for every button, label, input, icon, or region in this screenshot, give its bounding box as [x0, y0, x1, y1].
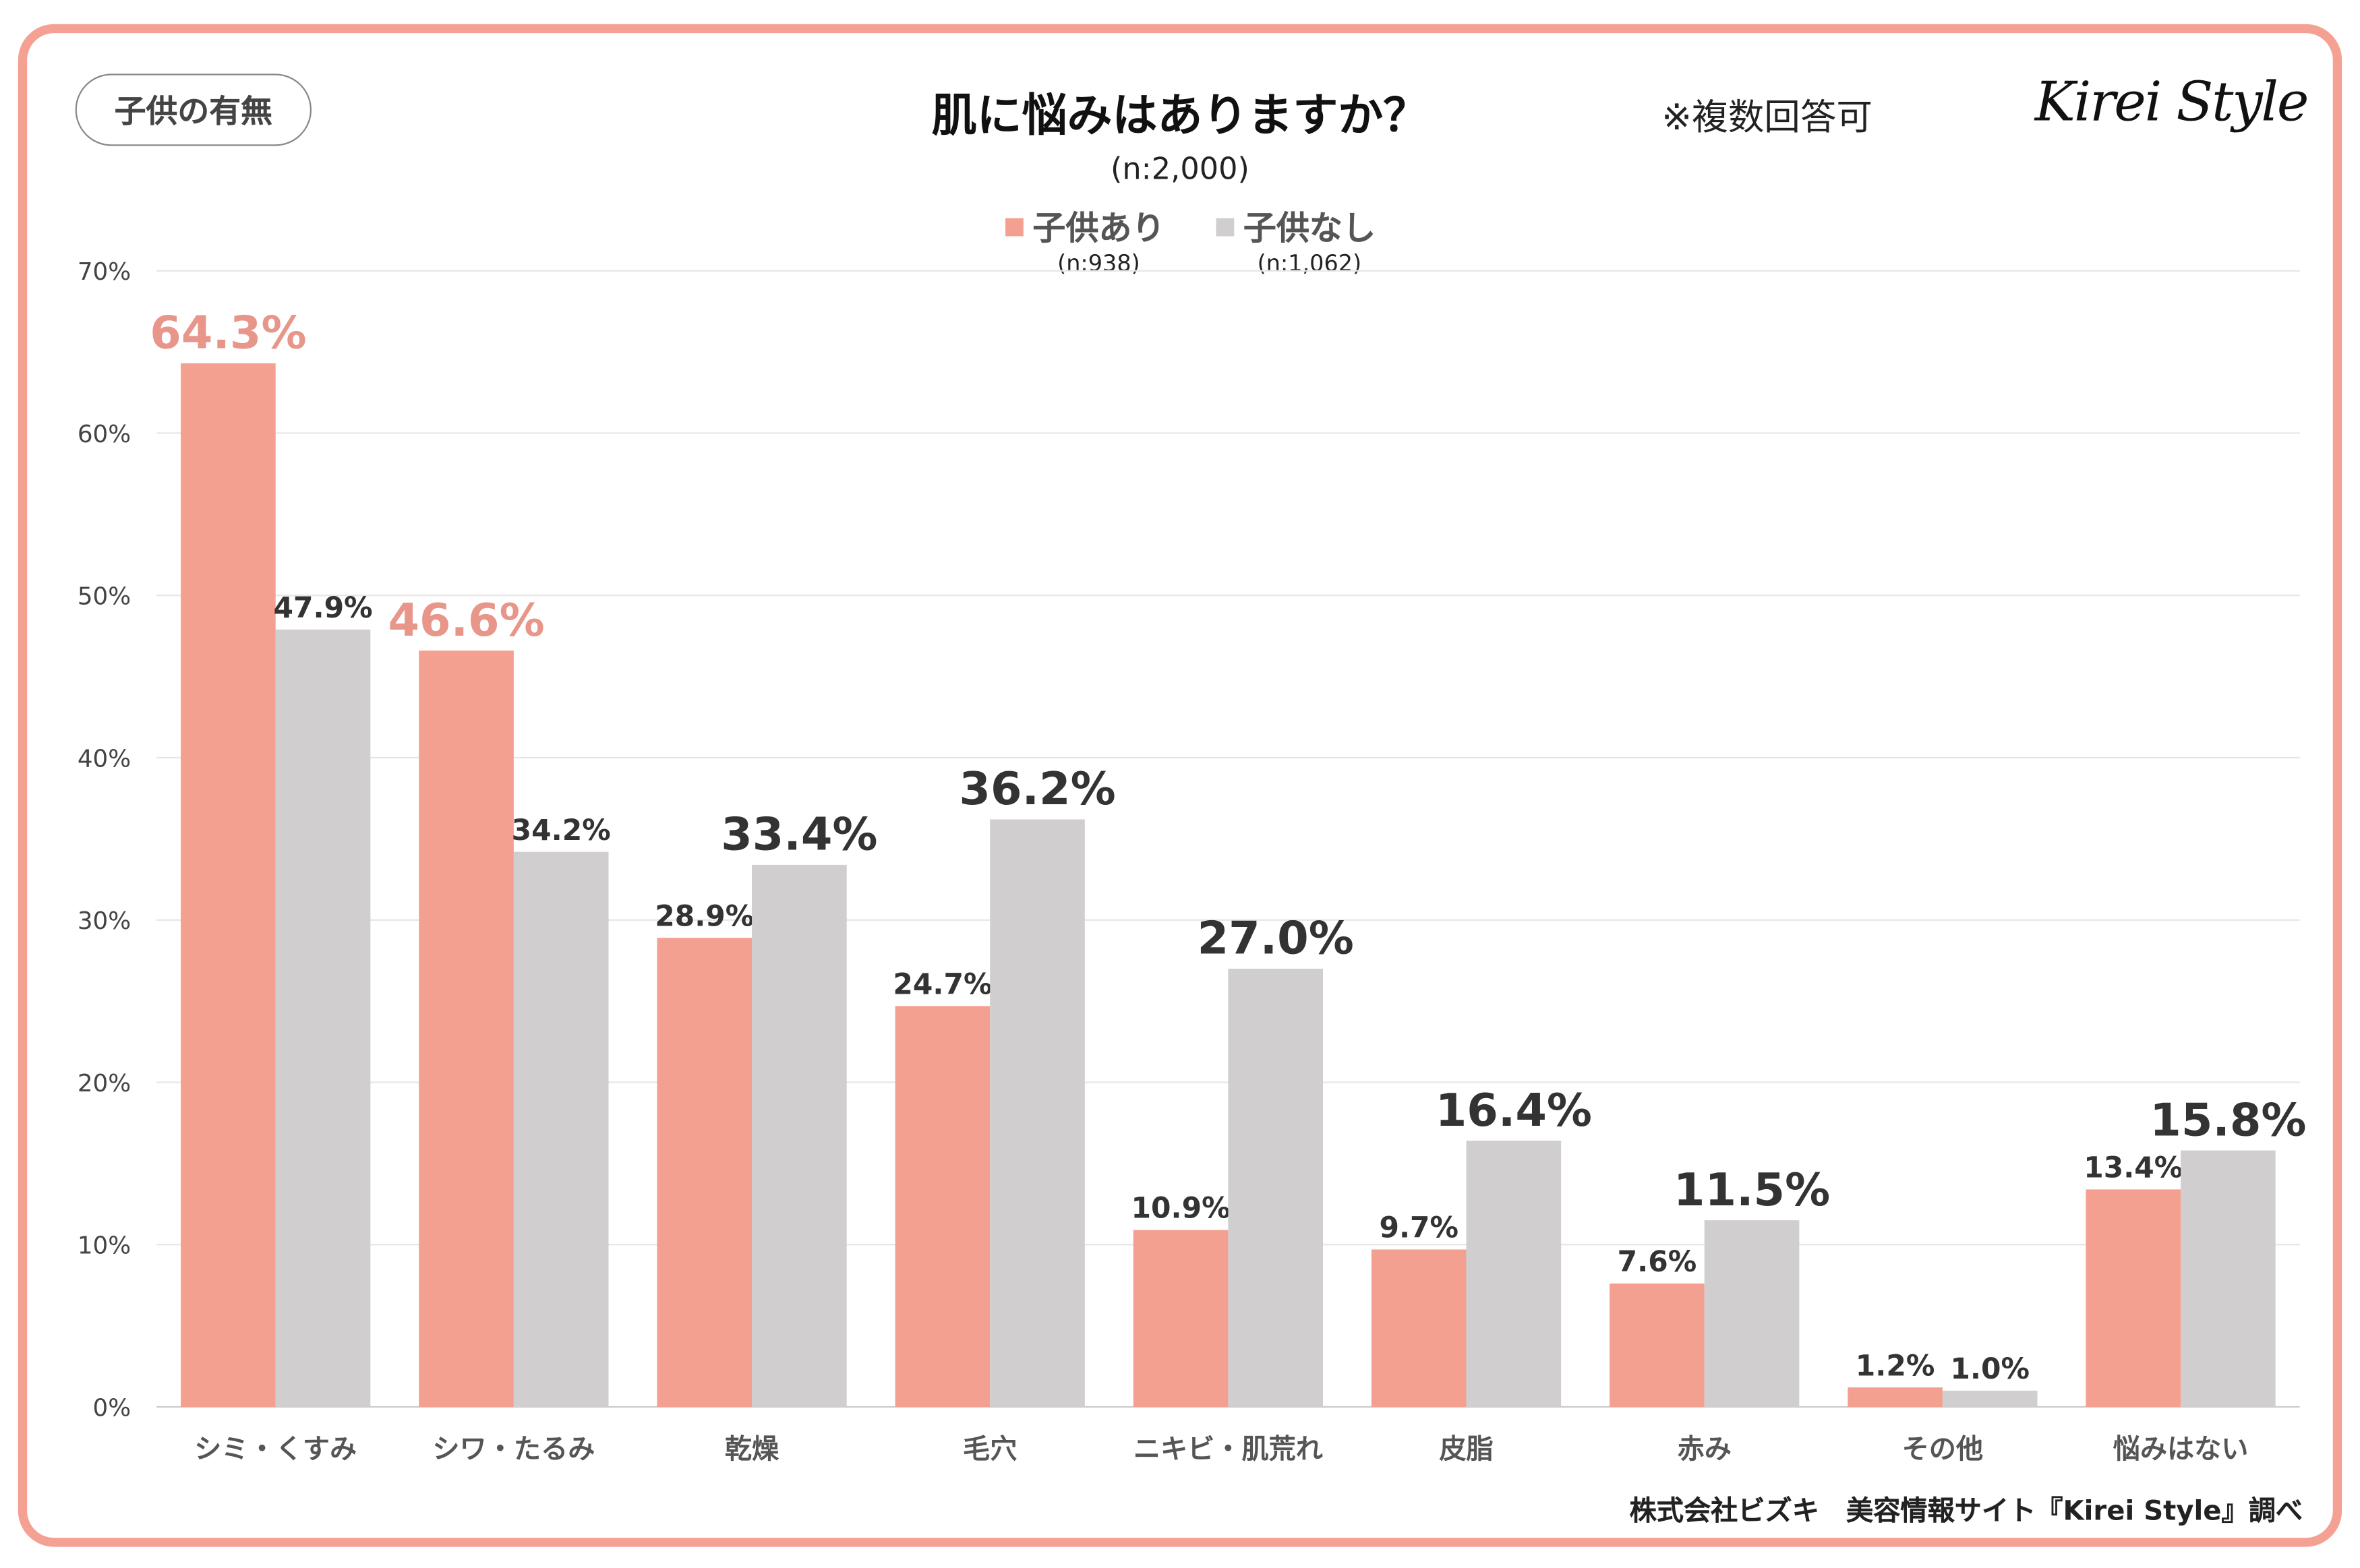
legend-swatch [1216, 218, 1235, 237]
bar-with-children [1610, 1284, 1705, 1408]
y-tick-label: 60% [78, 421, 131, 448]
bar-without-children [990, 819, 1085, 1408]
data-label: 7.6% [1618, 1245, 1697, 1278]
data-label: 1.0% [1950, 1352, 2030, 1385]
data-label: 11.5% [1674, 1164, 1830, 1216]
x-tick-label: シワ・たるみ [432, 1434, 595, 1465]
bar-with-children [1848, 1387, 1943, 1408]
data-label: 9.7% [1379, 1211, 1458, 1244]
y-tick-label: 70% [78, 258, 131, 286]
legend-n: (n:1,062) [1257, 249, 1362, 277]
multiple-answer-note: ※複数回答可 [1661, 96, 1872, 139]
y-tick-label: 10% [78, 1232, 131, 1260]
y-tick-label: 50% [78, 583, 131, 611]
kirei-style-logo: Kirei Style [2034, 72, 2309, 134]
bar-without-children [1466, 1141, 1562, 1408]
data-label: 46.6% [388, 594, 544, 646]
sample-size: (n:2,000) [1110, 150, 1249, 187]
legend-label: 子供なし [1243, 210, 1376, 249]
x-tick-label: 悩みはない [2113, 1434, 2249, 1465]
category-tag: 子供の有無 [75, 73, 312, 146]
bar-with-children [419, 651, 514, 1408]
data-label: 34.2% [512, 814, 611, 847]
bar-with-children [1133, 1230, 1229, 1408]
y-tick-label: 20% [78, 1070, 131, 1097]
data-label: 47.9% [273, 591, 372, 624]
bar-with-children [1371, 1249, 1467, 1408]
y-tick-label: 40% [78, 745, 131, 773]
x-tick-label: その他 [1902, 1434, 1983, 1465]
data-label: 13.4% [2084, 1151, 2183, 1184]
bar-without-children [513, 851, 609, 1408]
data-label: 10.9% [1131, 1192, 1231, 1225]
data-label: 16.4% [1436, 1084, 1592, 1137]
bar-without-children [752, 864, 847, 1408]
x-tick-label: ニキビ・肌荒れ [1133, 1434, 1323, 1465]
bar-without-children [1228, 968, 1324, 1408]
data-label: 27.0% [1198, 912, 1354, 965]
data-label: 64.3% [150, 307, 306, 359]
bar-with-children [181, 363, 276, 1408]
data-label: 15.8% [2150, 1093, 2306, 1146]
y-tick-label: 30% [78, 907, 131, 935]
data-label: 1.2% [1856, 1349, 1935, 1382]
x-tick-label: 赤み [1678, 1434, 1732, 1465]
bar-without-children [2181, 1150, 2276, 1408]
y-tick-label: 0% [93, 1394, 131, 1422]
legend-swatch [1005, 218, 1024, 237]
bar-without-children [1704, 1220, 1800, 1408]
data-label: 33.4% [721, 808, 877, 861]
bar-with-children [895, 1006, 991, 1408]
legend-item-with-children: 子供あり (n:938) [1005, 202, 1165, 277]
x-tick-label: 皮脂 [1439, 1434, 1493, 1465]
data-label: 28.9% [655, 899, 754, 932]
legend-label: 子供あり [1032, 210, 1165, 249]
bar-with-children [657, 938, 753, 1408]
x-tick-label: シミ・くすみ [194, 1434, 357, 1465]
chart-title: 肌に悩みはありますか？ [931, 90, 1429, 144]
legend-item-without-children: 子供なし (n:1,062) [1216, 202, 1376, 277]
legend-n: (n:938) [1057, 249, 1140, 277]
source-credit: 株式会社ビズキ 美容情報サイト『Kirei Style』調べ [1629, 1495, 2303, 1528]
x-tick-label: 乾燥 [725, 1434, 779, 1465]
bar-without-children [275, 629, 371, 1408]
data-label: 24.7% [893, 968, 992, 1001]
x-tick-label: 毛穴 [963, 1434, 1017, 1465]
bar-without-children [1942, 1390, 2038, 1408]
bar-with-children [2086, 1189, 2181, 1408]
data-label: 36.2% [959, 762, 1115, 815]
